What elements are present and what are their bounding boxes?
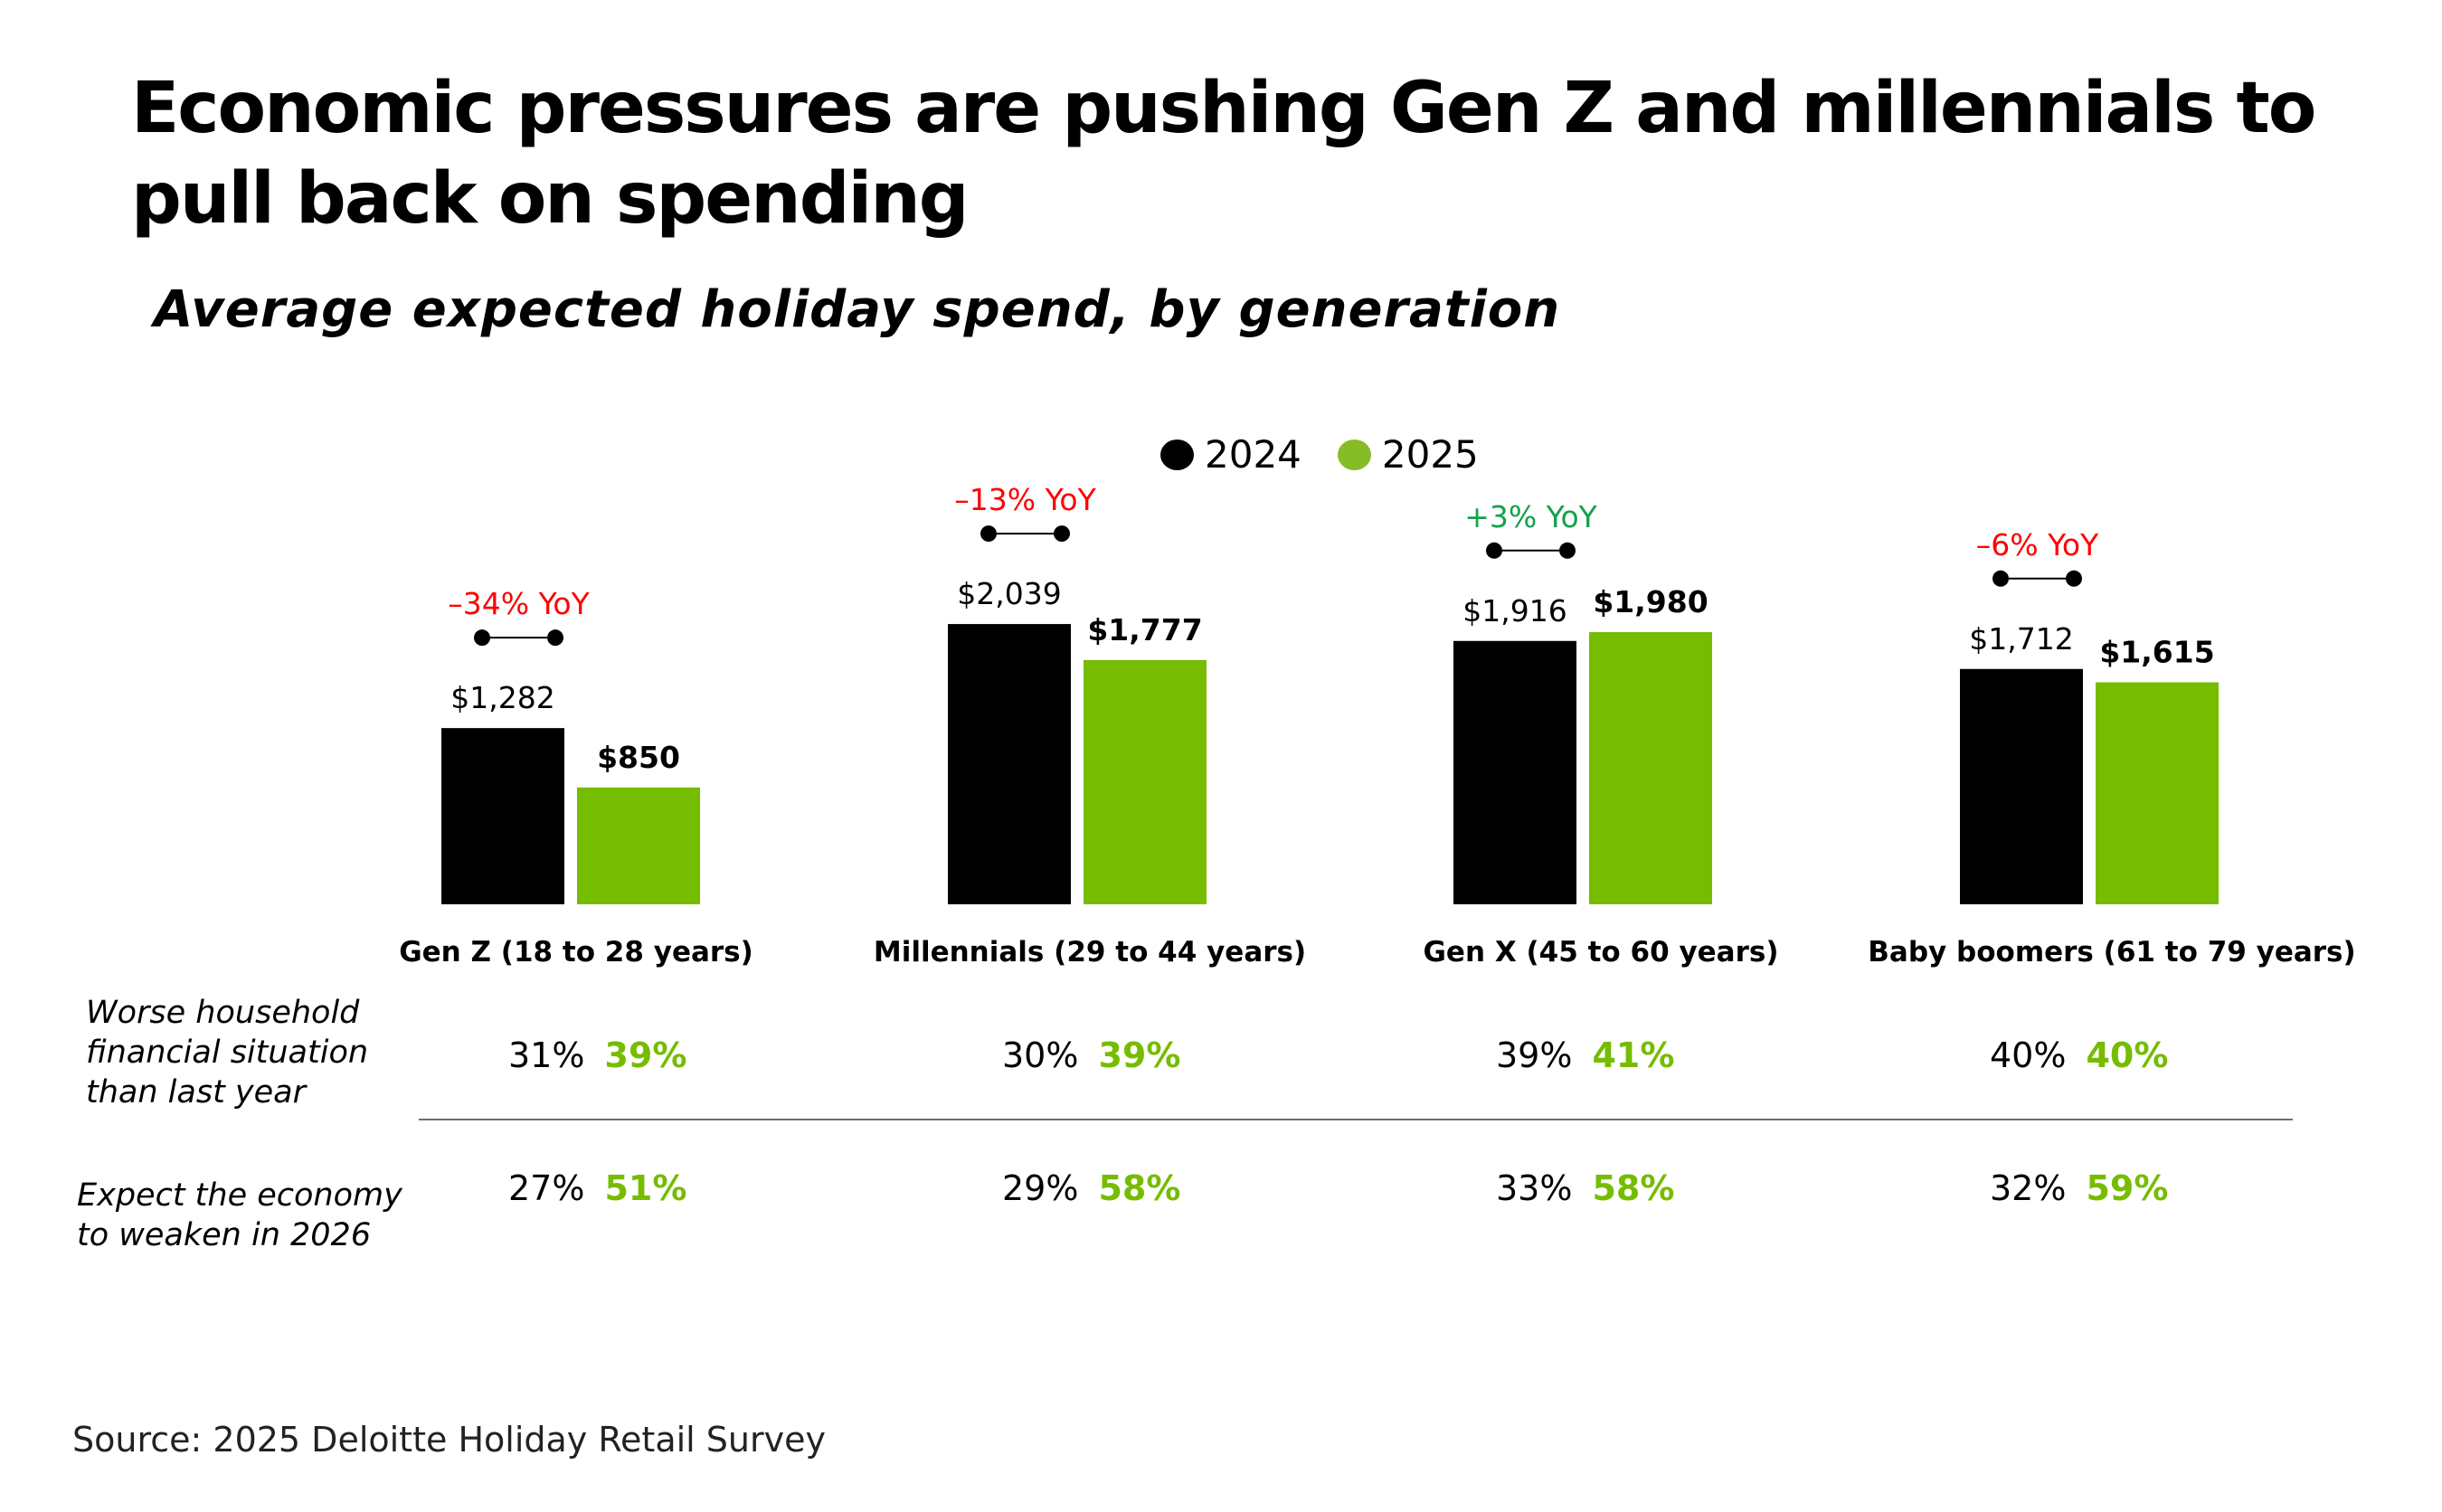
legend-swatch-2024 (1160, 439, 1194, 470)
bar-2024 (1453, 640, 1576, 904)
yoy-label: –34% YoY (448, 586, 590, 621)
value-label-2025: $850 (597, 740, 680, 775)
bar-2024 (948, 624, 1071, 904)
yoy-label: +3% YoY (1464, 499, 1597, 534)
legend-swatch-2025 (1337, 439, 1371, 470)
pct-2025: 59% (2086, 1168, 2169, 1208)
bar-2025 (577, 787, 700, 904)
pct-2024: 29% (1002, 1168, 1079, 1208)
legend-item-2025: 2025 (1337, 432, 1479, 477)
category-label: Millennials (29 to 44 years) (874, 936, 1306, 969)
category-label: Gen Z (18 to 28 years) (399, 936, 753, 969)
pct-2024: 27% (508, 1168, 585, 1208)
chart-subtitle: Average expected holiday spend, by gener… (154, 280, 1561, 339)
pct-2024: 40% (1990, 1035, 2067, 1075)
bar-2024 (441, 728, 564, 904)
row-label-line: to weaken in 2026 (77, 1217, 372, 1253)
yoy-label: –6% YoY (1976, 527, 2099, 562)
pct-2024: 33% (1496, 1168, 1573, 1208)
legend-label-2024: 2024 (1205, 432, 1301, 477)
value-label-2025: $1,777 (1087, 612, 1202, 647)
pct-2024: 32% (1990, 1168, 2067, 1208)
table-cell: 27% 51% (508, 1168, 686, 1208)
source-note: Source: 2025 Deloitte Holiday Retail Sur… (72, 1420, 826, 1460)
table-divider (419, 1119, 2293, 1120)
pct-2025: 41% (1592, 1035, 1675, 1075)
table-cell: 31% 39% (508, 1035, 686, 1075)
pct-2024: 39% (1496, 1035, 1573, 1075)
bar-2025 (1589, 632, 1712, 904)
legend-item-2024: 2024 (1160, 432, 1301, 477)
pct-2024: 31% (508, 1035, 585, 1075)
bar-chart: $1,282 $850 –34% YoY Gen Z (18 to 28 years)… (399, 482, 2356, 969)
yoy-connector-dot (1559, 542, 1576, 559)
pct-2024: 30% (1002, 1035, 1079, 1075)
yoy-connector-dot (1486, 542, 1502, 559)
row-label: Expect the economy to weaken in 2026 (77, 1176, 402, 1255)
pct-2025: 39% (1098, 1035, 1181, 1075)
yoy-connector-dot (474, 629, 490, 647)
chart-title: Economic pressures are pushing Gen Z and… (131, 68, 2316, 240)
bar-2025 (1084, 659, 1207, 904)
value-label-2025: $1,615 (2099, 635, 2214, 670)
pct-2025: 58% (1098, 1168, 1181, 1208)
legend-label-2025: 2025 (1381, 432, 1479, 477)
yoy-connector-dot (1992, 570, 2009, 587)
legend: 2024 2025 (1160, 432, 1515, 477)
yoy-connector-dot (1054, 525, 1070, 543)
pct-2025: 40% (2086, 1035, 2169, 1075)
row-label-line: Expect the economy (77, 1177, 402, 1214)
row-label-line: Worse household (86, 995, 360, 1031)
yoy-connector-dot (547, 629, 563, 647)
row-label-line: financial situation (86, 1035, 369, 1071)
table-cell: 30% 39% (1002, 1035, 1180, 1075)
value-label-2024: $1,712 (1969, 621, 2073, 657)
value-label-2024: $1,282 (450, 680, 554, 715)
category-label: Baby boomers (61 to 79 years) (1868, 936, 2355, 969)
pct-2025: 58% (1592, 1168, 1675, 1208)
category-label: Gen X (45 to 60 years) (1423, 936, 1778, 969)
value-label-2025: $1,980 (1593, 584, 1708, 619)
yoy-connector-dot (2066, 570, 2082, 587)
value-label-2024: $2,039 (957, 576, 1061, 611)
value-label-2024: $1,916 (1462, 593, 1566, 628)
pct-2025: 39% (604, 1035, 687, 1075)
pct-2025: 51% (604, 1168, 687, 1208)
table-cell: 39% 41% (1496, 1035, 1674, 1075)
yoy-label: –13% YoY (954, 482, 1096, 517)
bar-2024 (1960, 668, 2083, 904)
row-label-line: than last year (86, 1074, 307, 1110)
table-cell: 40% 40% (1990, 1035, 2168, 1075)
table-cell: 29% 58% (1002, 1168, 1180, 1208)
row-label: Worse household financial situation than l… (86, 993, 368, 1112)
yoy-connector-dot (980, 525, 997, 543)
table-cell: 33% 58% (1496, 1168, 1674, 1208)
bar-2025 (2096, 682, 2219, 904)
table-cell: 32% 59% (1990, 1168, 2168, 1208)
